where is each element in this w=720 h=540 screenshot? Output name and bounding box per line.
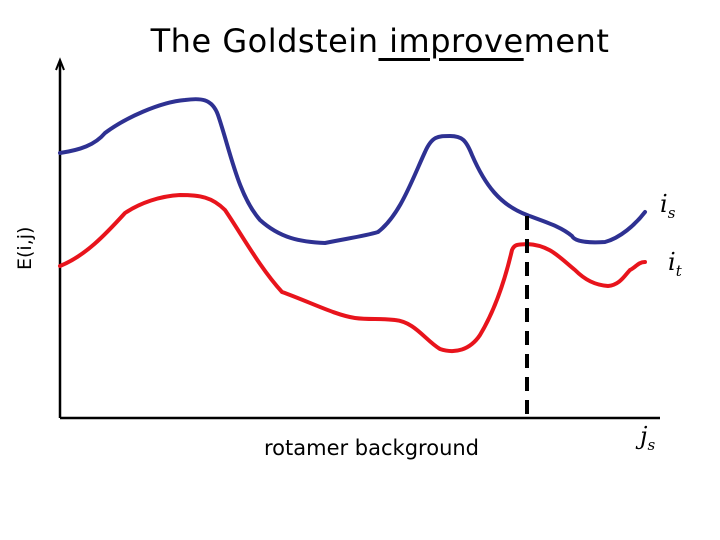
title-underlined-text: improve xyxy=(378,22,524,60)
label-it: it xyxy=(668,248,682,280)
title-text-start: The Goldstein xyxy=(150,22,379,60)
label-js-sub: s xyxy=(647,436,656,454)
label-is-base: i xyxy=(660,190,668,218)
label-is: is xyxy=(660,190,675,222)
label-it-base: i xyxy=(668,248,676,276)
y-axis-arrowhead xyxy=(55,57,65,71)
label-js: js xyxy=(640,422,655,454)
title-text-end: ment xyxy=(523,22,610,60)
curve-is xyxy=(58,97,647,245)
label-is-sub: s xyxy=(667,204,676,222)
x-axis-label: rotamer background xyxy=(264,436,480,460)
curve-it xyxy=(58,193,647,354)
slide-title: The Goldstein improvement xyxy=(0,22,720,60)
label-it-sub: t xyxy=(675,262,682,280)
label-js-base: j xyxy=(640,422,648,450)
